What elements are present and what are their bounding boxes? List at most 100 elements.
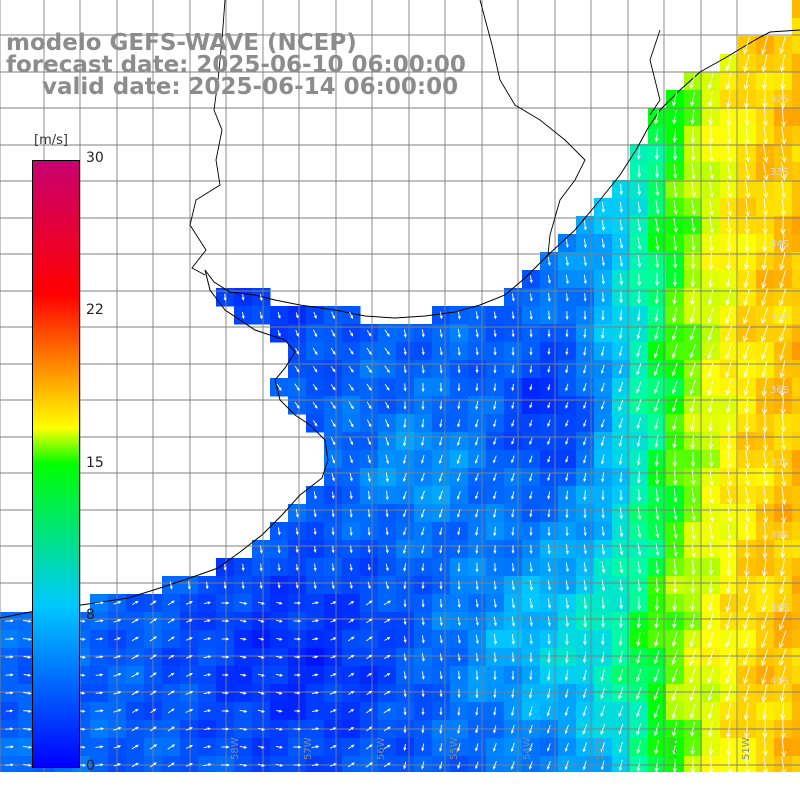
- wind-arrow: [131, 672, 140, 678]
- wind-arrow: [743, 270, 750, 289]
- wind-arrow: [168, 654, 175, 659]
- wind-arrow: [348, 383, 354, 391]
- wind-arrow: [761, 684, 768, 703]
- wind-arrow: [636, 471, 641, 484]
- wind-arrow: [330, 366, 336, 373]
- wind-arrow: [690, 721, 695, 738]
- wind-arrow: [672, 469, 678, 486]
- wind-arrow: [421, 454, 425, 464]
- wind-arrow: [618, 651, 623, 664]
- wind-arrow: [725, 685, 732, 702]
- wind-arrow: [582, 383, 587, 392]
- wind-arrow: [600, 418, 605, 428]
- wind-speed-cell: [792, 540, 800, 559]
- wind-arrow: [439, 616, 443, 627]
- wind-arrow: [421, 635, 425, 644]
- wind-arrow: [457, 635, 461, 644]
- wind-arrow: [565, 365, 569, 374]
- wind-arrow: [565, 383, 569, 392]
- wind-arrow: [690, 739, 695, 756]
- wind-arrow: [402, 454, 407, 465]
- wind-arrow: [565, 401, 569, 409]
- wind-speed-cell: [792, 126, 800, 145]
- wind-arrow: [475, 544, 479, 555]
- wind-arrow: [761, 342, 769, 360]
- wind-arrow: [366, 365, 372, 374]
- wind-arrow: [636, 147, 641, 160]
- colorbar-tick-8: 8: [86, 607, 95, 623]
- wind-arrow: [475, 419, 479, 428]
- wind-arrow: [475, 329, 479, 338]
- wind-arrow: [672, 110, 677, 125]
- wind-arrow: [601, 508, 605, 519]
- wind-arrow: [673, 254, 678, 269]
- wind-arrow: [779, 666, 786, 685]
- wind-arrow: [690, 109, 695, 126]
- wind-arrow: [690, 127, 696, 144]
- wind-arrow: [150, 708, 157, 714]
- wind-arrow: [348, 726, 355, 731]
- wind-speed-cell: [342, 756, 361, 772]
- wind-arrow: [708, 109, 714, 126]
- wind-arrow: [564, 688, 569, 699]
- wind-speed-cell: [792, 18, 800, 37]
- valid-date: valid date: 2025-06-14 06:00:00: [42, 74, 459, 100]
- wind-arrow: [239, 727, 248, 731]
- wind-speed-cell: [792, 0, 800, 19]
- wind-arrow: [781, 162, 787, 181]
- wind-arrow: [493, 383, 497, 392]
- wind-arrow: [726, 558, 732, 577]
- wind-arrow: [439, 563, 443, 572]
- wind-arrow: [95, 691, 104, 695]
- wind-arrow: [131, 726, 139, 732]
- wind-arrow: [365, 744, 373, 750]
- wind-arrow: [781, 468, 787, 487]
- wind-arrow: [636, 632, 641, 647]
- wind-arrow: [366, 654, 373, 660]
- wind-arrow: [725, 594, 732, 613]
- wind-arrow: [439, 311, 443, 320]
- wind-arrow: [149, 744, 158, 750]
- wind-speed-cell: [792, 612, 800, 631]
- model-title: modelo GEFS-WAVE (NCEP): [6, 30, 357, 56]
- wind-arrow: [312, 673, 319, 677]
- wind-arrow: [673, 218, 678, 233]
- wind-arrow: [583, 256, 587, 267]
- wind-arrow: [636, 740, 642, 755]
- wind-arrow: [240, 691, 247, 695]
- wind-arrow: [493, 526, 497, 537]
- wind-arrow: [330, 437, 336, 446]
- wind-arrow: [689, 703, 696, 720]
- wind-arrow: [529, 293, 533, 302]
- wind-arrow: [185, 673, 193, 677]
- wind-arrow: [779, 648, 787, 667]
- wind-arrow: [672, 289, 677, 306]
- wind-arrow: [780, 90, 786, 109]
- wind-arrow: [564, 742, 569, 752]
- wind-arrow: [546, 669, 551, 682]
- wind-arrow: [203, 763, 212, 767]
- wind-arrow: [439, 545, 443, 554]
- wind-arrow: [762, 720, 768, 739]
- wind-speed-cell: [792, 306, 800, 325]
- wind-arrow: [510, 724, 515, 735]
- wind-arrow: [565, 490, 569, 501]
- wind-arrow: [600, 400, 605, 410]
- wind-arrow: [5, 619, 14, 623]
- wind-arrow: [403, 581, 407, 590]
- wind-arrow: [583, 346, 587, 356]
- wind-arrow: [761, 252, 767, 271]
- wind-arrow: [547, 509, 551, 518]
- wind-arrow: [583, 544, 587, 555]
- wind-arrow: [384, 419, 390, 428]
- wind-speed-cell: [792, 54, 800, 73]
- wind-arrow: [438, 508, 443, 519]
- wind-arrow: [167, 708, 175, 714]
- wind-arrow: [23, 763, 32, 767]
- wind-arrow: [493, 329, 497, 338]
- wind-arrow: [529, 509, 533, 518]
- wind-arrow: [618, 741, 623, 754]
- wind-arrow: [690, 433, 696, 450]
- wind-arrow: [511, 616, 516, 627]
- wind-arrow: [276, 619, 283, 623]
